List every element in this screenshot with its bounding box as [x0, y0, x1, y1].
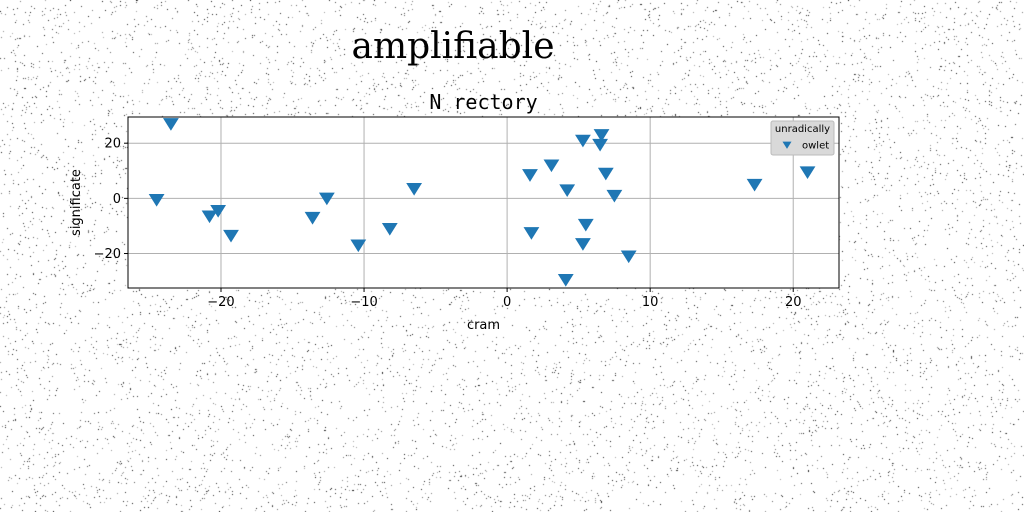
data-point [799, 166, 816, 180]
y-tick-label: 20 [104, 137, 121, 152]
data-point [201, 210, 218, 224]
data-points [148, 118, 816, 287]
x-tick-label: −20 [207, 295, 234, 310]
data-point [543, 159, 560, 173]
y-tick-label: 0 [113, 192, 121, 207]
legend-label-owlet: owlet [802, 141, 829, 152]
x-tick-label: 0 [503, 295, 511, 310]
data-point [304, 211, 321, 225]
x-axis-ticks: −20 −10 0 10 20 [207, 288, 801, 310]
y-axis-ticks: −20 0 20 [94, 137, 128, 262]
data-point [559, 184, 576, 197]
data-point [557, 273, 574, 287]
plot-frame [127, 116, 840, 289]
data-point [597, 167, 614, 181]
figure-suptitle: amplifiable [351, 26, 555, 67]
data-point [575, 134, 591, 148]
data-point [350, 239, 367, 253]
data-point [522, 169, 538, 182]
data-point [523, 227, 540, 240]
plot-area [128, 117, 839, 288]
data-point [575, 238, 591, 251]
data-point [381, 222, 398, 236]
data-point [163, 118, 179, 131]
x-axis-label: cram [467, 318, 500, 333]
legend-marker [782, 141, 792, 149]
y-tick-label: −20 [94, 247, 121, 262]
data-point [577, 218, 594, 232]
data-point [148, 193, 165, 207]
x-tick-label: 20 [785, 295, 802, 310]
data-point [620, 250, 637, 264]
data-point [746, 178, 763, 192]
legend: unradically owlet [770, 120, 835, 156]
data-point [406, 182, 423, 196]
data-point [318, 192, 335, 206]
legend-title: unradically [775, 124, 830, 135]
data-point [606, 189, 623, 203]
data-point [210, 205, 227, 218]
data-point [593, 129, 610, 142]
x-tick-label: 10 [642, 295, 659, 310]
y-axis-label: significate [69, 169, 84, 236]
x-tick-label: −10 [350, 295, 377, 310]
data-point [223, 229, 239, 243]
chart-title: N rectory [429, 90, 537, 114]
